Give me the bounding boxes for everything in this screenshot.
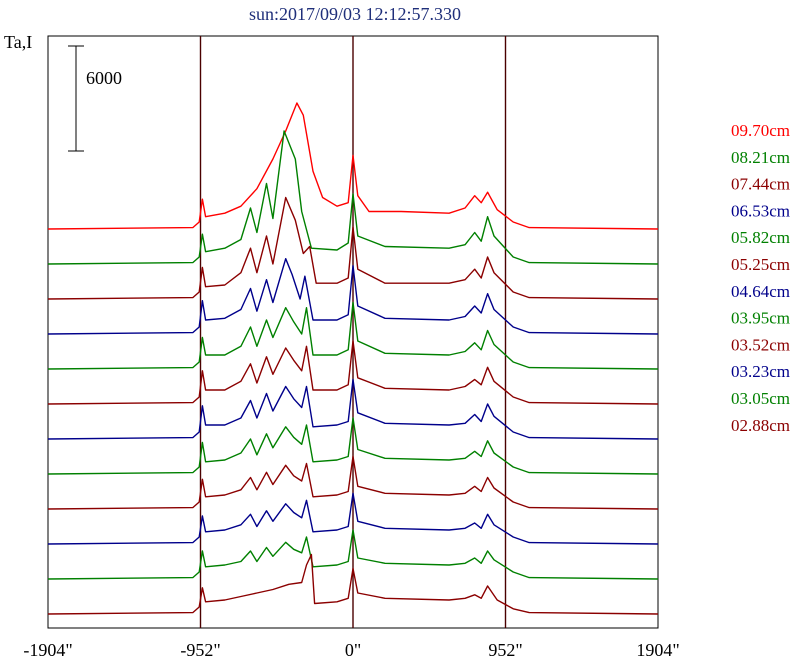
legend: 09.70cm 08.21cm 07.44cm 06.53cm 05.82cm 05.25…: [731, 121, 790, 435]
series-layer: [47, 102, 659, 615]
x-tick-labels: -1904" -952" 0" 952" 1904": [23, 640, 679, 660]
legend-entry-10: 03.05cm: [731, 389, 790, 408]
chart-title: sun:2017/09/03 12:12:57.330: [249, 4, 461, 24]
x-tick-label-0: -1904": [23, 640, 72, 660]
y-axis-label: Ta,I: [4, 32, 32, 52]
x-tick-label-2: 0": [345, 640, 361, 660]
series-line-3: [47, 258, 659, 335]
legend-entry-2: 07.44cm: [731, 175, 790, 194]
x-tick-label-3: 952": [488, 640, 522, 660]
series-line-8: [47, 455, 659, 510]
legend-entry-0: 09.70cm: [731, 121, 790, 140]
legend-entry-3: 06.53cm: [731, 201, 790, 220]
series-line-9: [47, 492, 659, 545]
legend-entry-9: 03.23cm: [731, 362, 790, 381]
scale-bar-label: 6000: [86, 68, 122, 88]
series-line-11: [47, 553, 659, 615]
x-tick-label-1: -952": [180, 640, 220, 660]
legend-entry-7: 03.95cm: [731, 309, 790, 328]
series-line-2: [47, 196, 659, 300]
legend-entry-8: 03.52cm: [731, 335, 790, 354]
series-line-5: [47, 340, 659, 405]
legend-entry-5: 05.25cm: [731, 255, 790, 274]
legend-entry-4: 05.82cm: [731, 228, 790, 247]
series-line-10: [47, 529, 659, 580]
series-line-6: [47, 378, 659, 440]
legend-entry-11: 02.88cm: [731, 416, 790, 435]
series-line-0: [47, 102, 659, 230]
scale-bar: 6000: [68, 45, 122, 152]
legend-entry-6: 04.64cm: [731, 282, 790, 301]
x-tick-label-4: 1904": [636, 640, 679, 660]
series-line-4: [47, 301, 659, 370]
series-line-1: [47, 130, 659, 265]
legend-entry-1: 08.21cm: [731, 148, 790, 167]
vertical-markers: [199, 36, 507, 628]
series-line-7: [47, 417, 659, 475]
